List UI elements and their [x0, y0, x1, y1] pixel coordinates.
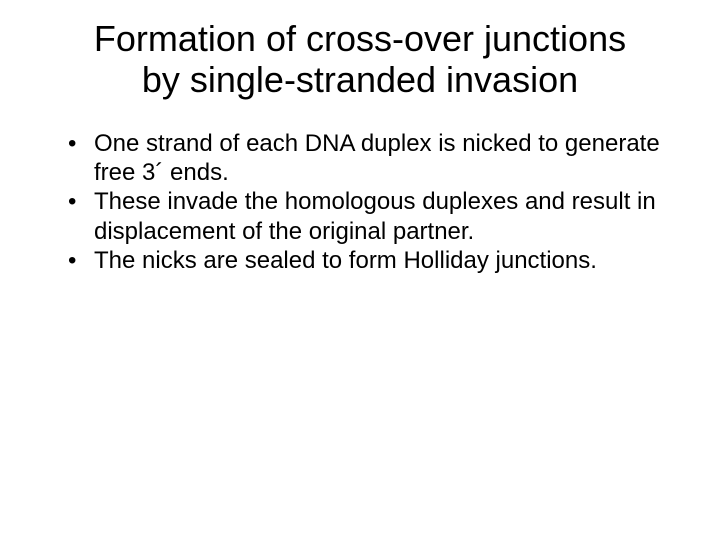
- bullet-item: The nicks are sealed to form Holliday ju…: [68, 246, 670, 275]
- bullet-item: One strand of each DNA duplex is nicked …: [68, 129, 670, 188]
- slide: Formation of cross-over junctions by sin…: [0, 0, 720, 540]
- bullet-item: These invade the homologous duplexes and…: [68, 187, 670, 246]
- slide-title: Formation of cross-over junctions by sin…: [50, 18, 670, 101]
- bullet-list: One strand of each DNA duplex is nicked …: [68, 129, 670, 275]
- title-line-1: Formation of cross-over junctions: [94, 18, 626, 59]
- title-line-2: by single-stranded invasion: [142, 59, 578, 100]
